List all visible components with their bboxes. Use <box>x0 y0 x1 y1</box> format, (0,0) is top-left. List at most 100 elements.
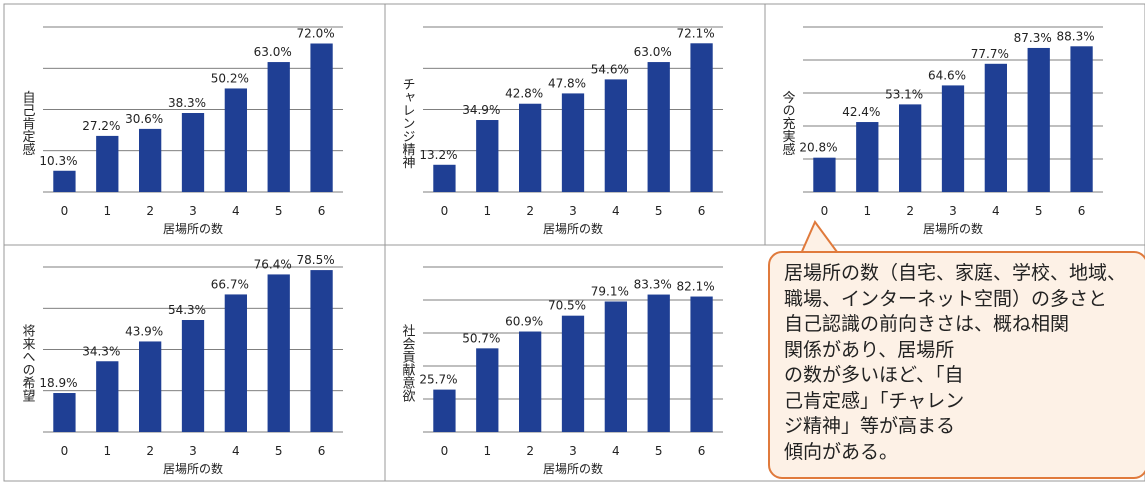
bar <box>139 341 162 432</box>
x-tick-label: 5 <box>655 204 663 218</box>
y-axis-label: 自己肯定感 <box>20 91 36 156</box>
value-label: 50.2% <box>211 71 249 85</box>
x-tick-label: 4 <box>612 444 620 458</box>
x-tick-label: 2 <box>146 204 154 218</box>
x-tick-label: 3 <box>189 444 197 458</box>
bar <box>310 270 333 432</box>
x-tick-label: 0 <box>821 204 829 218</box>
value-label: 78.5% <box>297 253 335 267</box>
bar <box>53 170 76 192</box>
x-tick-label: 1 <box>103 444 111 458</box>
x-tick-label: 0 <box>441 204 449 218</box>
bar <box>1070 46 1093 193</box>
x-tick-label: 2 <box>906 204 914 218</box>
value-label: 82.1% <box>677 280 715 294</box>
bar <box>561 93 585 192</box>
value-label: 79.1% <box>591 284 629 298</box>
value-label: 70.5% <box>548 299 586 313</box>
bar <box>267 62 290 192</box>
bar <box>139 128 162 192</box>
bar <box>941 85 965 192</box>
value-label: 47.8% <box>548 76 586 90</box>
value-label: 27.2% <box>82 119 120 133</box>
value-label: 63.0% <box>634 45 672 59</box>
x-tick-label: 0 <box>61 444 69 458</box>
value-label: 63.0% <box>254 45 292 59</box>
value-label: 72.1% <box>677 26 715 40</box>
x-tick-label: 3 <box>569 444 577 458</box>
x-tick-label: 0 <box>61 204 69 218</box>
callout-line: 傾向がある。 <box>784 440 899 463</box>
value-label: 88.3% <box>1057 29 1095 43</box>
value-label: 53.1% <box>885 87 923 101</box>
bar <box>690 43 713 193</box>
y-axis-label: 今の充実感 <box>780 90 796 156</box>
x-tick-label: 3 <box>569 204 577 218</box>
x-tick-label: 1 <box>483 204 491 218</box>
value-label: 60.9% <box>505 315 543 329</box>
x-tick-label: 0 <box>441 444 449 458</box>
callout-line: 自己認識の前向きさは、概ね相関 <box>784 313 1070 335</box>
value-label: 64.6% <box>928 68 966 82</box>
bar <box>604 301 627 432</box>
value-label: 72.0% <box>297 27 335 41</box>
value-label: 38.3% <box>168 96 206 110</box>
callout-line: 己肯定感」「チャレン <box>784 389 965 412</box>
value-label: 13.2% <box>419 148 457 162</box>
bar <box>476 348 499 432</box>
x-tick-label: 5 <box>655 444 663 458</box>
frame <box>3 3 1145 482</box>
x-tick-label: 1 <box>483 444 491 458</box>
bar <box>1027 47 1050 192</box>
bar <box>647 62 670 192</box>
value-label: 42.4% <box>842 105 880 119</box>
x-tick-label: 5 <box>275 204 283 218</box>
x-tick-label: 2 <box>526 204 534 218</box>
value-label: 54.3% <box>168 303 206 317</box>
x-tick-label: 4 <box>232 444 240 458</box>
x-tick-label: 5 <box>1035 204 1043 218</box>
bar <box>690 296 713 432</box>
x-tick-label: 6 <box>1078 204 1086 218</box>
x-tick-label: 4 <box>612 204 620 218</box>
value-label: 54.6% <box>591 62 629 76</box>
value-label: 34.3% <box>82 344 120 358</box>
value-label: 50.7% <box>462 331 500 345</box>
x-tick-label: 1 <box>863 204 871 218</box>
bar <box>899 104 922 192</box>
x-tick-label: 3 <box>949 204 957 218</box>
value-label: 76.4% <box>254 257 292 271</box>
bar <box>224 294 247 432</box>
bar <box>433 164 456 192</box>
bar <box>310 43 333 192</box>
callout-line: の数が多いほど、「自 <box>784 364 964 386</box>
bar <box>181 113 205 192</box>
x-tick-label: 3 <box>189 204 197 218</box>
value-label: 30.6% <box>125 112 163 126</box>
value-label: 66.7% <box>211 277 249 291</box>
value-label: 20.8% <box>799 141 837 155</box>
y-axis-label: 社会貢献意欲 <box>400 323 416 402</box>
bar <box>224 88 247 192</box>
x-tick-label: 2 <box>526 444 534 458</box>
y-axis-label: 将来への希望 <box>20 324 36 402</box>
value-label: 87.3% <box>1014 31 1052 45</box>
x-tick-label: 6 <box>318 204 326 218</box>
bar <box>96 361 119 432</box>
x-axis-label: 居場所の数 <box>543 461 603 476</box>
bar <box>519 331 542 432</box>
x-tick-label: 2 <box>146 444 154 458</box>
value-label: 34.9% <box>462 103 500 117</box>
bar <box>181 320 205 432</box>
bar <box>476 120 499 192</box>
bar <box>856 122 879 192</box>
x-tick-label: 6 <box>698 204 706 218</box>
x-tick-label: 4 <box>232 204 240 218</box>
bar <box>519 103 542 192</box>
value-label: 43.9% <box>125 324 163 338</box>
x-axis-label: 居場所の数 <box>163 221 223 236</box>
x-tick-label: 6 <box>318 444 326 458</box>
callout-line: 関係があり、居場所 <box>784 338 955 361</box>
